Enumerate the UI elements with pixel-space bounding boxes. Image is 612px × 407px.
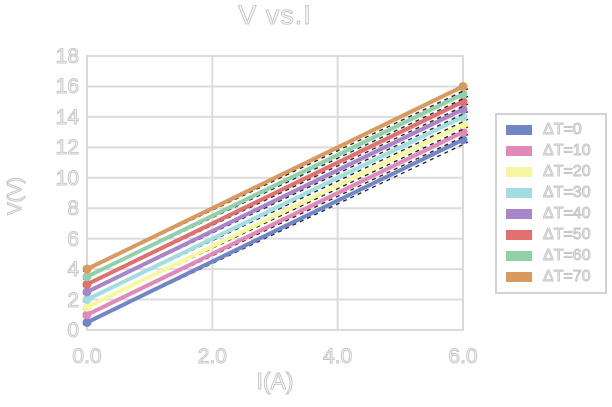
legend-swatch bbox=[506, 124, 532, 135]
legend-swatch bbox=[506, 209, 532, 220]
trendline-60 bbox=[82, 95, 469, 280]
y-axis-label: V(V) bbox=[5, 177, 27, 216]
y-tick-label: 2 bbox=[67, 288, 80, 312]
data-point-marker bbox=[82, 279, 92, 289]
data-point-marker bbox=[458, 81, 468, 91]
chart-title: V vs.I bbox=[238, 0, 312, 31]
legend-label: ΔT=40 bbox=[543, 205, 592, 223]
legend-swatch bbox=[506, 166, 532, 177]
legend-item: ΔT=20 bbox=[506, 162, 605, 181]
y-tick-label: 6 bbox=[67, 227, 80, 251]
legend-item: ΔT=60 bbox=[506, 247, 605, 265]
data-point-marker bbox=[82, 317, 92, 327]
series-line-dt-30 bbox=[85, 114, 465, 302]
data-point-marker bbox=[82, 302, 92, 312]
legend-item: ΔT=40 bbox=[506, 205, 605, 223]
y-tick-label: 18 bbox=[55, 45, 79, 68]
series-line-dt-10 bbox=[85, 130, 465, 317]
legend-label: ΔT=30 bbox=[543, 183, 592, 201]
trendline-50 bbox=[82, 103, 469, 288]
y-tick-label: 16 bbox=[55, 75, 79, 99]
trendline-40 bbox=[82, 111, 469, 295]
legend-item: ΔT=10 bbox=[506, 141, 605, 160]
series-line-dt-70 bbox=[85, 84, 465, 272]
series-line-dt-50 bbox=[85, 99, 465, 287]
legend-label: ΔT=70 bbox=[543, 268, 592, 286]
legend-item: ΔT=0 bbox=[506, 120, 605, 139]
trendline-30 bbox=[82, 118, 469, 303]
legend-label: ΔT=10 bbox=[543, 141, 592, 159]
x-axis-label: I(A) bbox=[256, 368, 294, 395]
legend: ΔT=0 ΔT=10 ΔT=20 ΔT=30 ΔT=40 ΔT=50 ΔT=60 ΔT=70 bbox=[495, 113, 607, 294]
y-tick-label: 4 bbox=[67, 258, 80, 282]
y-tick-label: 10 bbox=[55, 166, 79, 190]
trendline-70 bbox=[82, 88, 469, 273]
series-line-dt-20 bbox=[85, 122, 465, 310]
series-line-dt-40 bbox=[85, 107, 465, 294]
series-line-dt-60 bbox=[85, 92, 465, 279]
legend-label: ΔT=60 bbox=[543, 247, 592, 265]
data-point-marker bbox=[82, 310, 92, 320]
legend-label: ΔT=0 bbox=[543, 120, 583, 138]
legend-label: ΔT=20 bbox=[543, 162, 592, 180]
x-tick-label: 4.0 bbox=[323, 345, 353, 368]
y-tick-label: 14 bbox=[55, 105, 79, 129]
legend-swatch bbox=[506, 251, 532, 262]
legend-item: ΔT=50 bbox=[506, 226, 605, 244]
data-point-marker bbox=[82, 264, 92, 274]
series-line-dt-0 bbox=[85, 137, 465, 325]
data-point-marker bbox=[82, 287, 92, 297]
y-tick-label: 12 bbox=[55, 136, 79, 160]
data-point-marker bbox=[82, 272, 92, 282]
x-tick-label: 2.0 bbox=[197, 345, 227, 368]
data-point-marker bbox=[82, 295, 92, 305]
y-tick-label: 0 bbox=[67, 319, 80, 342]
trendline-10 bbox=[82, 133, 469, 318]
y-tick-label: 8 bbox=[67, 197, 80, 221]
legend-swatch bbox=[506, 187, 532, 198]
legend-item: ΔT=70 bbox=[506, 268, 605, 286]
x-tick-label: 0.0 bbox=[72, 345, 102, 368]
trendline-20 bbox=[82, 126, 469, 311]
x-tick-label: 6.0 bbox=[448, 345, 478, 368]
trendline-0 bbox=[82, 141, 469, 326]
legend-swatch bbox=[506, 230, 532, 241]
plot-frame bbox=[86, 55, 464, 331]
legend-item: ΔT=30 bbox=[506, 183, 605, 202]
legend-swatch bbox=[506, 272, 532, 283]
legend-swatch bbox=[506, 145, 532, 156]
legend-label: ΔT=50 bbox=[543, 226, 592, 244]
